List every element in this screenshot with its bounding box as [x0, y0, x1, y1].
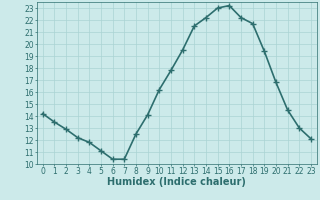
X-axis label: Humidex (Indice chaleur): Humidex (Indice chaleur): [108, 177, 246, 187]
